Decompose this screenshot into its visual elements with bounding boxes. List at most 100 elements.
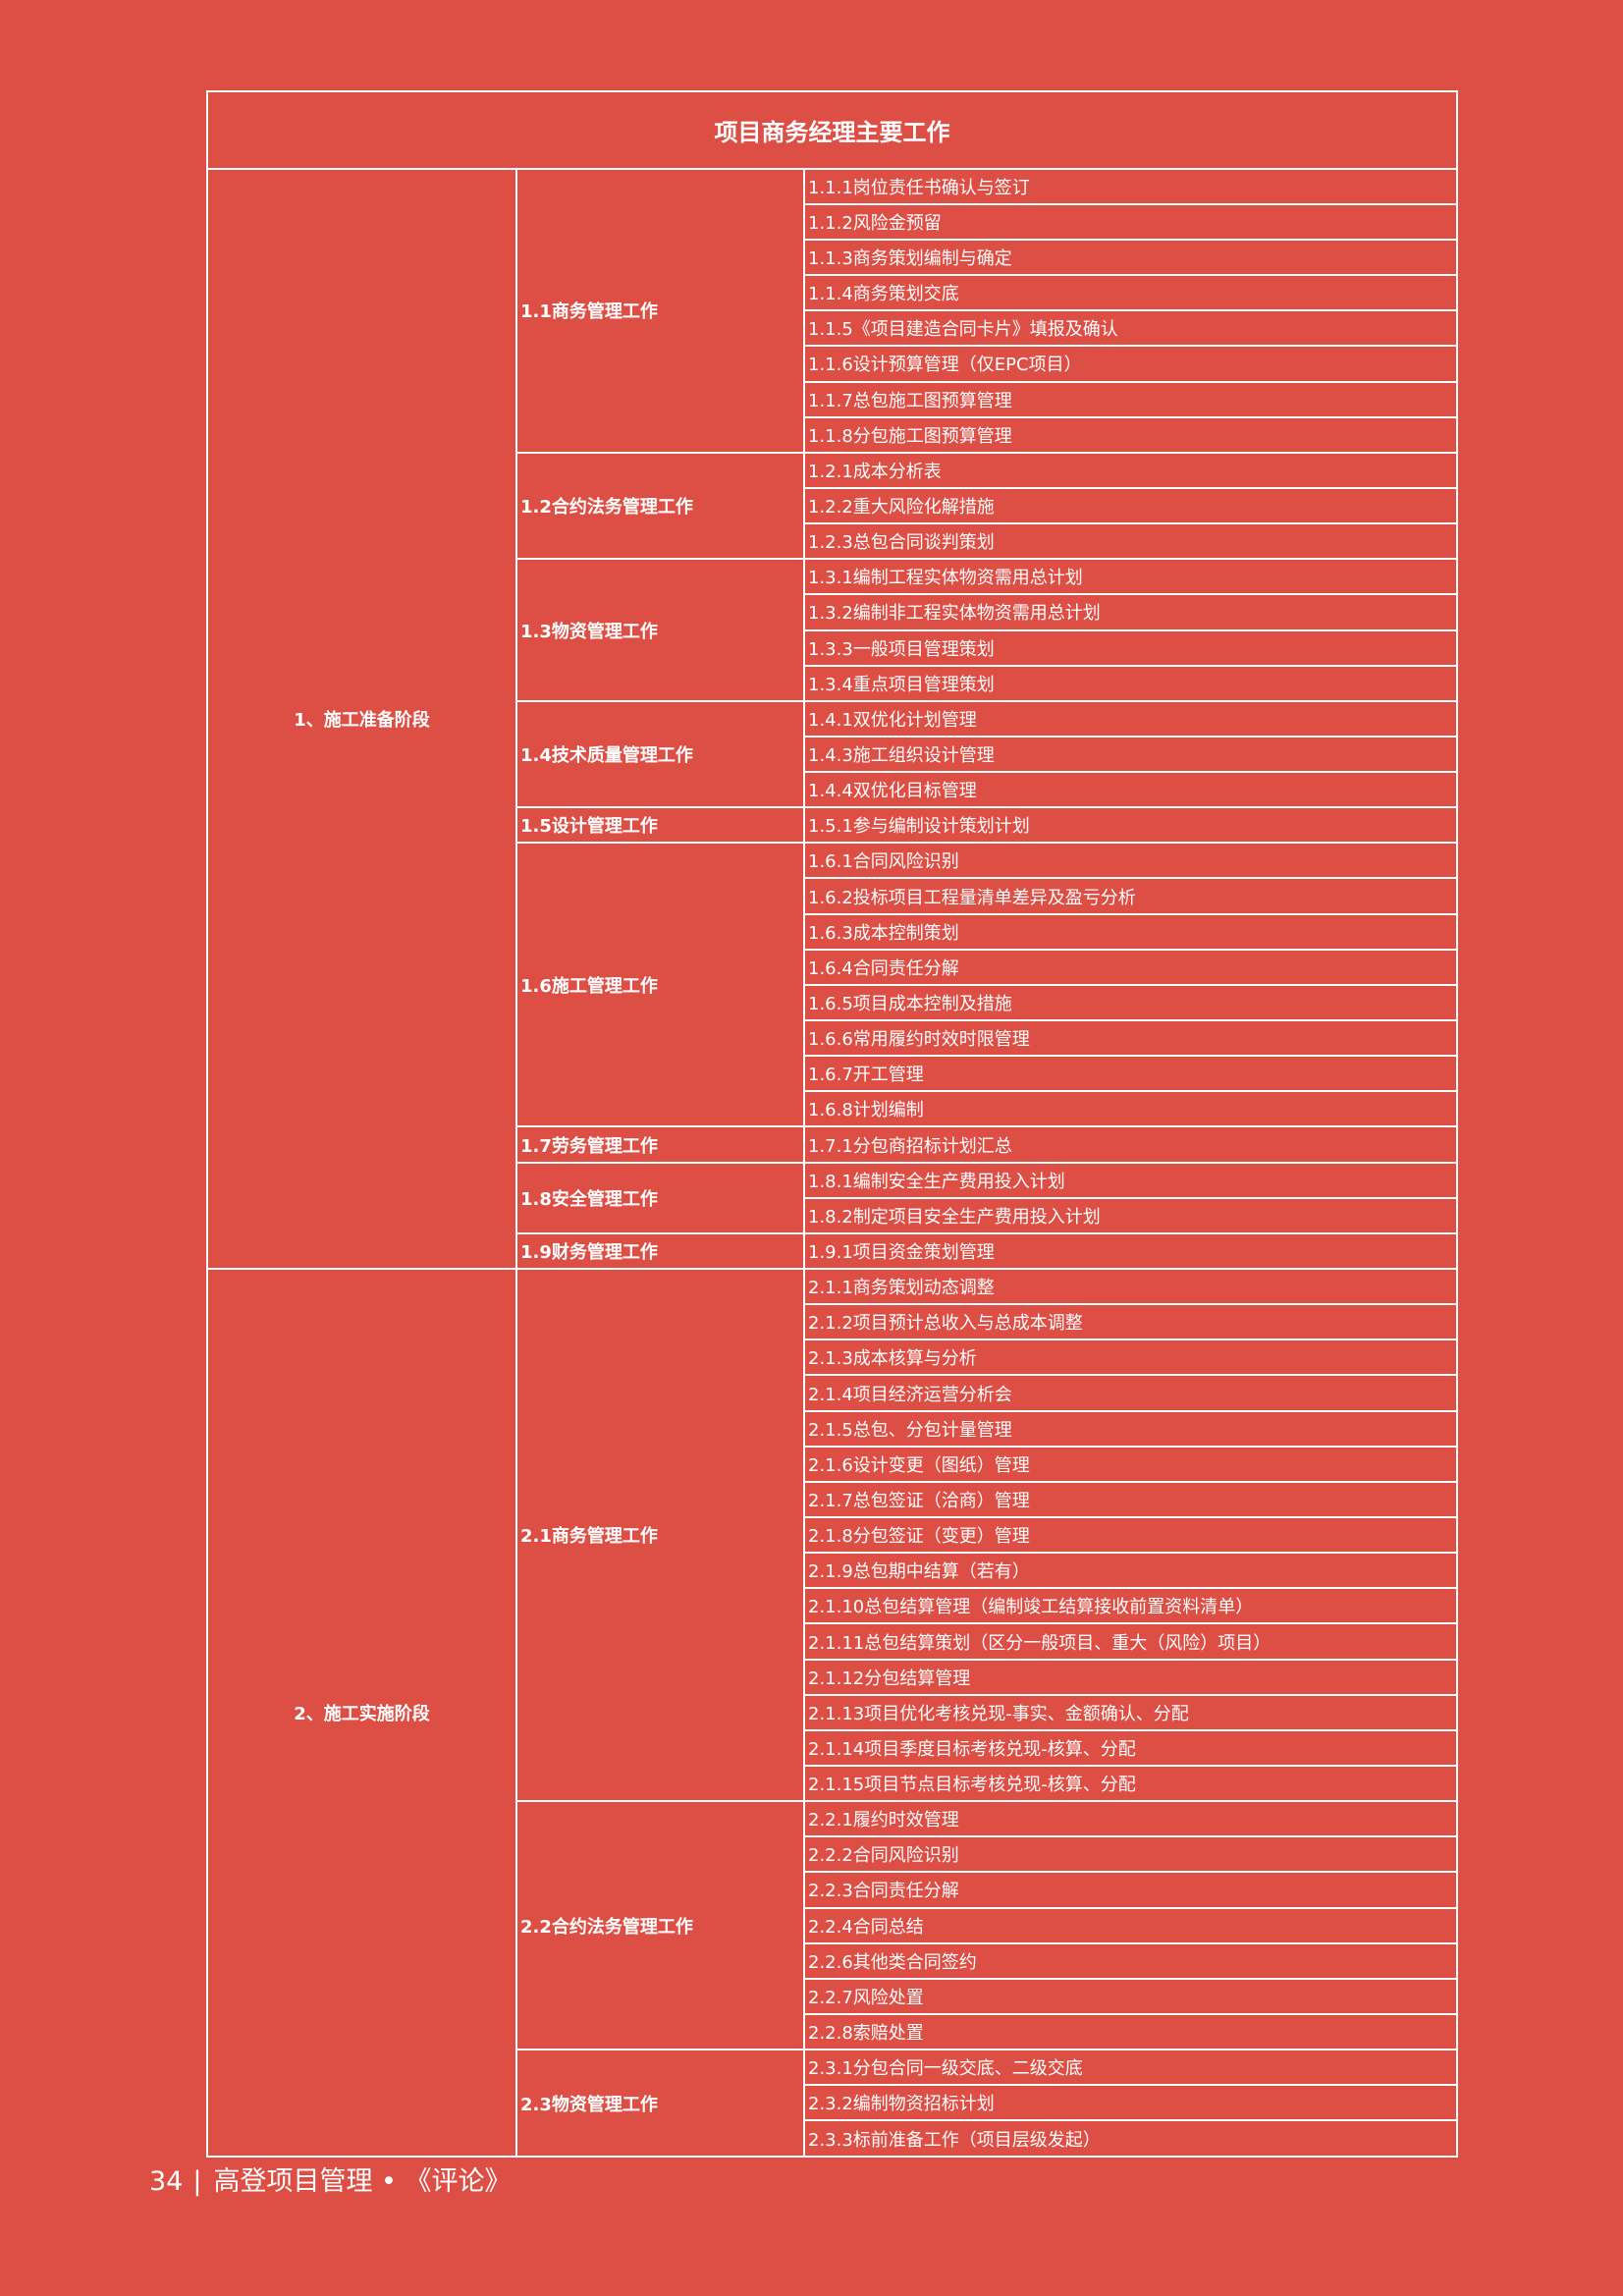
task-item-cell: 1.8.1编制安全生产费用投入计划 <box>802 1161 1459 1199</box>
table-row: 1.6.7开工管理 <box>207 1055 1459 1093</box>
task-item-cell: 1.9.1项目资金策划管理 <box>802 1231 1459 1271</box>
task-item-cell: 1.1.5《项目建造合同卡片》填报及确认 <box>802 309 1459 348</box>
table-row: 1.2.3总包合同谈判策划 <box>207 522 1459 561</box>
table-row: 1.3.3一般项目管理策划 <box>207 629 1459 667</box>
table-row: 2.1.2项目预计总收入与总成本调整 <box>207 1303 1459 1341</box>
table-row: 2.1.8分包签证（变更）管理 <box>207 1516 1459 1555</box>
publication-name: 高登项目管理 • 《评论》 <box>213 2166 512 2197</box>
task-item-cell: 1.3.1编制工程实体物资需用总计划 <box>802 558 1459 596</box>
table-row: 2.2合约法务管理工作 2.2.1履约时效管理 <box>207 1800 1459 2051</box>
task-item-cell: 1.1.8分包施工图预算管理 <box>802 415 1459 454</box>
phase-cell: 1、施工准备阶段 <box>206 167 517 1271</box>
table-row: 1.4技术质量管理工作 1.4.1双优化计划管理 <box>207 699 1459 809</box>
table-row: 2.1.14项目季度目标考核兑现-核算、分配 <box>207 1728 1459 1768</box>
task-item-cell: 2.1.15项目节点目标考核兑现-核算、分配 <box>802 1764 1459 1803</box>
task-item-cell: 2.1.9总包期中结算（若有） <box>802 1552 1459 1590</box>
table-row: 1.6.6常用履约时效时限管理 <box>207 1019 1459 1058</box>
task-item-cell: 2.3.1分包合同一级交底、二级交底 <box>802 2049 1459 2087</box>
phase-cell: 2、施工实施阶段 <box>206 1268 517 2158</box>
task-item-cell: 2.2.2合同风险识别 <box>802 1835 1459 1874</box>
category-cell: 1.9财务管理工作 <box>515 1231 805 1271</box>
category-cell: 1.8安全管理工作 <box>515 1161 805 1234</box>
table-row: 2.3.3标前准备工作（项目层级发起） <box>207 2119 1459 2158</box>
table-row: 1.6.4合同责任分解 <box>207 948 1459 986</box>
table-row: 1.3物资管理工作 1.3.1编制工程实体物资需用总计划 <box>207 558 1459 702</box>
table-row: 2.1.5总包、分包计量管理 <box>207 1409 1459 1448</box>
table-row: 2.1.12分包结算管理 <box>207 1658 1459 1696</box>
table-row: 1.1.4商务策划交底 <box>207 274 1459 312</box>
table-row: 2.2.8索赔处置 <box>207 2012 1459 2051</box>
task-item-cell: 1.8.2制定项目安全生产费用投入计划 <box>802 1196 1459 1234</box>
table-row: 2.1.15项目节点目标考核兑现-核算、分配 <box>207 1764 1459 1803</box>
table-row: 1.6.5项目成本控制及措施 <box>207 983 1459 1022</box>
table-row: 1.7劳务管理工作 1.7.1分包商招标计划汇总 <box>207 1125 1459 1164</box>
category-cell: 1.3物资管理工作 <box>515 558 805 702</box>
task-item-cell: 1.1.6设计预算管理（仅EPC项目） <box>802 345 1459 383</box>
table-row: 2.1.9总包期中结算（若有） <box>207 1552 1459 1590</box>
category-cell: 2.1商务管理工作 <box>515 1268 805 1803</box>
page-number: 34 <box>149 2166 184 2197</box>
table-row: 1.6施工管理工作 1.6.1合同风险识别 <box>207 842 1459 1128</box>
footer-separator: | <box>192 2166 202 2197</box>
page-footer: 34 | 高登项目管理 • 《评论》 <box>149 2159 512 2198</box>
task-item-cell: 2.3.2编制物资招标计划 <box>802 2084 1459 2122</box>
table-row: 1.1.7总包施工图预算管理 <box>207 380 1459 418</box>
table-row: 2.2.2合同风险识别 <box>207 1835 1459 1874</box>
task-item-cell: 1.5.1参与编制设计策划计划 <box>802 806 1459 845</box>
table-row: 1.3.2编制非工程实体物资需用总计划 <box>207 593 1459 631</box>
table-row: 1.6.8计划编制 <box>207 1090 1459 1128</box>
table-row: 2.2.4合同总结 <box>207 1906 1459 1944</box>
task-item-cell: 2.1.14项目季度目标考核兑现-核算、分配 <box>802 1728 1459 1768</box>
table-row: 2.2.3合同责任分解 <box>207 1871 1459 1909</box>
task-item-cell: 1.6.3成本控制策划 <box>802 912 1459 951</box>
task-item-cell: 1.1.2风险金预留 <box>802 202 1459 241</box>
task-item-cell: 1.2.3总包合同谈判策划 <box>802 522 1459 561</box>
task-item-cell: 2.1.1商务策划动态调整 <box>802 1268 1459 1306</box>
table-row: 2.1.4项目经济运营分析会 <box>207 1374 1459 1412</box>
table-row: 2.3物资管理工作 2.3.1分包合同一级交底、二级交底 <box>207 2049 1459 2158</box>
table-row: 1.2合约法务管理工作 1.2.1成本分析表 <box>207 451 1459 561</box>
table-row: 2.1.3成本核算与分析 <box>207 1339 1459 1377</box>
task-item-cell: 2.3.3标前准备工作（项目层级发起） <box>802 2119 1459 2158</box>
table-row: 1.1.8分包施工图预算管理 <box>207 415 1459 454</box>
table-row: 2、施工实施阶段 2.1商务管理工作 2.1.1商务策划动态调整 <box>206 1268 1459 2158</box>
table-row: 2.1.10总包结算管理（编制竣工结算接收前置资料清单） <box>207 1587 1459 1625</box>
task-item-cell: 1.4.3施工组织设计管理 <box>802 735 1459 774</box>
task-item-cell: 1.3.3一般项目管理策划 <box>802 629 1459 667</box>
task-item-cell: 2.1.11总包结算策划（区分一般项目、重大（风险）项目） <box>802 1622 1459 1661</box>
task-item-cell: 1.4.4双优化目标管理 <box>802 771 1459 809</box>
table-title: 项目商务经理主要工作 <box>205 90 1459 170</box>
task-item-cell: 1.1.1岗位责任书确认与签订 <box>802 167 1459 205</box>
task-item-cell: 1.3.4重点项目管理策划 <box>802 664 1459 702</box>
task-item-cell: 1.2.2重大风险化解措施 <box>802 486 1459 525</box>
task-item-cell: 2.1.12分包结算管理 <box>802 1658 1459 1696</box>
table-row: 1.1.6设计预算管理（仅EPC项目） <box>207 345 1459 383</box>
table-row: 1.3.4重点项目管理策划 <box>207 664 1459 702</box>
table-row: 1.9财务管理工作 1.9.1项目资金策划管理 <box>207 1231 1459 1271</box>
table-row: 1.5设计管理工作 1.5.1参与编制设计策划计划 <box>207 806 1459 845</box>
category-cell: 1.1商务管理工作 <box>515 167 805 454</box>
category-cell: 1.6施工管理工作 <box>515 842 805 1128</box>
task-item-cell: 2.1.2项目预计总收入与总成本调整 <box>802 1303 1459 1341</box>
task-item-cell: 1.6.4合同责任分解 <box>802 948 1459 986</box>
task-item-cell: 2.1.5总包、分包计量管理 <box>802 1409 1459 1448</box>
task-item-cell: 2.2.4合同总结 <box>802 1906 1459 1944</box>
task-item-cell: 1.1.4商务策划交底 <box>802 274 1459 312</box>
task-item-cell: 1.4.1双优化计划管理 <box>802 699 1459 738</box>
table-row: 1.2.2重大风险化解措施 <box>207 486 1459 525</box>
table-row: 1、施工准备阶段 1.1商务管理工作 1.1.1岗位责任书确认与签订 <box>206 167 1459 1271</box>
category-cell: 1.2合约法务管理工作 <box>515 451 805 561</box>
table-row: 1.8安全管理工作 1.8.1编制安全生产费用投入计划 <box>207 1161 1459 1234</box>
table-row: 1.8.2制定项目安全生产费用投入计划 <box>207 1196 1459 1234</box>
task-item-cell: 2.1.10总包结算管理（编制竣工结算接收前置资料清单） <box>802 1587 1459 1625</box>
task-item-cell: 2.1.7总包签证（洽商）管理 <box>802 1480 1459 1519</box>
category-cell: 1.4技术质量管理工作 <box>515 699 805 809</box>
table-row: 2.1.7总包签证（洽商）管理 <box>207 1480 1459 1519</box>
table-row: 2.2.7风险处置 <box>207 1977 1459 2015</box>
category-cell: 1.5设计管理工作 <box>515 806 805 845</box>
table-row: 1.6.2投标项目工程量清单差异及盈亏分析 <box>207 877 1459 915</box>
task-item-cell: 1.6.1合同风险识别 <box>802 842 1459 880</box>
task-item-cell: 1.6.5项目成本控制及措施 <box>802 983 1459 1022</box>
task-item-cell: 2.1.8分包签证（变更）管理 <box>802 1516 1459 1555</box>
table-row: 2.1.11总包结算策划（区分一般项目、重大（风险）项目） <box>207 1622 1459 1661</box>
